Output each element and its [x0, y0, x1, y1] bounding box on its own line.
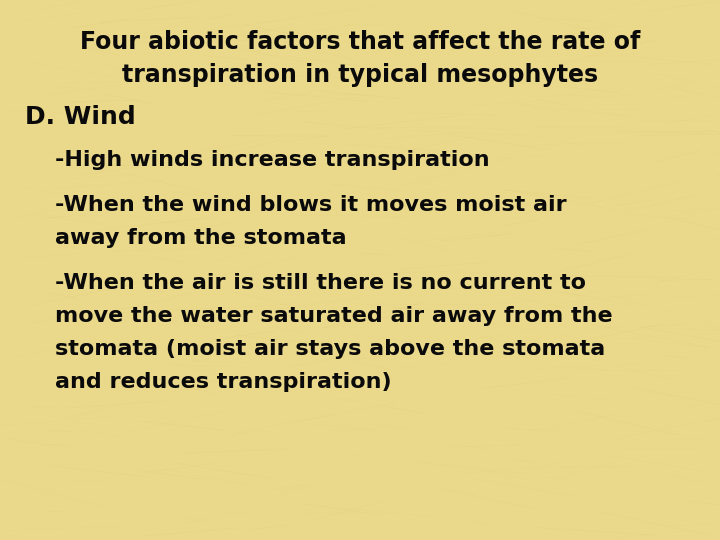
Text: stomata (moist air stays above the stomata: stomata (moist air stays above the stoma… [55, 339, 606, 359]
Text: -When the wind blows it moves moist air: -When the wind blows it moves moist air [55, 195, 567, 215]
Text: D. Wind: D. Wind [25, 105, 136, 129]
Text: Four abiotic factors that affect the rate of: Four abiotic factors that affect the rat… [80, 30, 640, 54]
Text: move the water saturated air away from the: move the water saturated air away from t… [55, 306, 613, 326]
Text: and reduces transpiration): and reduces transpiration) [55, 372, 392, 392]
Text: transpiration in typical mesophytes: transpiration in typical mesophytes [122, 63, 598, 87]
Text: -When the air is still there is no current to: -When the air is still there is no curre… [55, 273, 586, 293]
Text: away from the stomata: away from the stomata [55, 228, 346, 248]
Text: -High winds increase transpiration: -High winds increase transpiration [55, 150, 490, 170]
